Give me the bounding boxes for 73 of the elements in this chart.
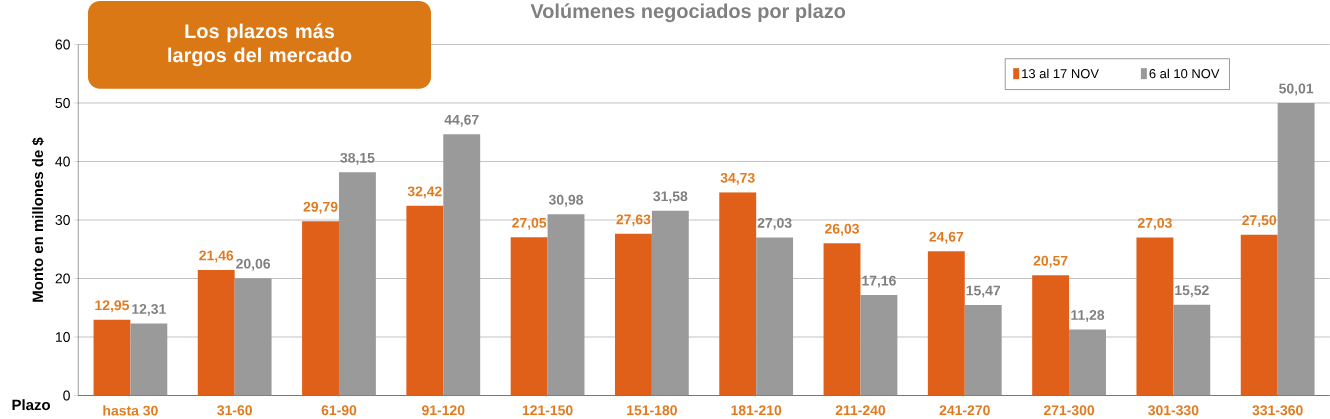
bar [1069,329,1106,396]
data-label: 32,42 [407,186,442,199]
bar [1173,304,1211,396]
bar [860,295,898,396]
data-label: 12,31 [132,304,166,317]
y-tick-label: 40 [55,156,70,167]
data-label: 44,67 [444,114,479,127]
data-label: 27,05 [512,217,547,230]
x-tick-label: 271-300 [1043,405,1095,416]
x-tick-label: 61-90 [321,405,357,416]
x-tick-label: 301-330 [1148,405,1199,416]
bar [927,251,965,396]
bar [443,134,481,396]
y-tick-label: 0 [63,390,70,401]
x-tick-label: 241-270 [939,405,990,416]
bar [406,205,444,396]
legend-label: 13 al 17 NOV [1022,68,1099,79]
bar [756,237,794,396]
y-tick-label: 10 [55,332,70,343]
x-tick-label: 31-60 [217,405,252,416]
data-label: 26,03 [825,223,859,236]
bar [719,192,757,396]
annotation: Los plazos más largos del mercado [168,23,352,67]
y-tick-label: 20 [55,273,70,284]
bar [338,172,376,396]
data-label: 34,73 [720,172,755,185]
data-label: 20,57 [1033,255,1068,268]
data-label: 27,50 [1242,215,1277,228]
data-label: 21,46 [199,250,234,263]
data-label: 15,52 [1175,285,1209,298]
bar [93,319,131,396]
data-label: 11,28 [1071,310,1105,323]
bar [1277,102,1315,396]
chart-title: Volúmenes negociados por plazo [530,3,846,23]
bar [964,305,1002,396]
bar [1136,237,1174,396]
x-tick-label: 151-180 [627,405,677,416]
data-label: 29,79 [303,201,338,214]
data-label: 31,58 [653,191,688,204]
x-axis-title: Plazo [12,399,50,411]
data-label: 27,03 [1137,217,1172,230]
bar [510,237,548,396]
x-tick-label: 121-150 [522,405,573,416]
data-label: 27,63 [616,214,651,227]
bar [1032,275,1070,396]
data-label: 24,67 [929,231,964,244]
bar [651,210,689,396]
bar [302,221,339,396]
x-tick-label: 211-240 [835,405,886,416]
bar [130,323,168,396]
y-tick-label: 50 [55,98,70,108]
legend-label: 6 al 10 NOV [1149,68,1220,79]
bar [614,233,652,396]
bar [823,243,861,396]
bar [1240,234,1278,396]
data-label: 30,98 [548,194,584,207]
y-tick-label: 60 [55,39,70,50]
x-tick-label: 181-210 [731,405,782,416]
x-tick-label: 91-120 [422,405,465,416]
data-label: 12,95 [95,300,130,313]
data-label: 27,03 [757,217,792,230]
data-label: 20,06 [236,258,271,271]
y-tick-label: 30 [55,215,70,225]
bar [547,214,585,396]
data-label: 15,47 [966,285,1001,298]
x-tick-label: hasta 30 [103,405,158,416]
bar [234,278,272,396]
data-label: 50,01 [1279,83,1314,96]
bar [197,270,235,396]
data-label: 38,15 [340,152,375,165]
y-axis-title: Monto en millones de $ [31,137,45,302]
data-label: 17,16 [862,275,896,288]
x-tick-label: 331-360 [1252,405,1303,416]
